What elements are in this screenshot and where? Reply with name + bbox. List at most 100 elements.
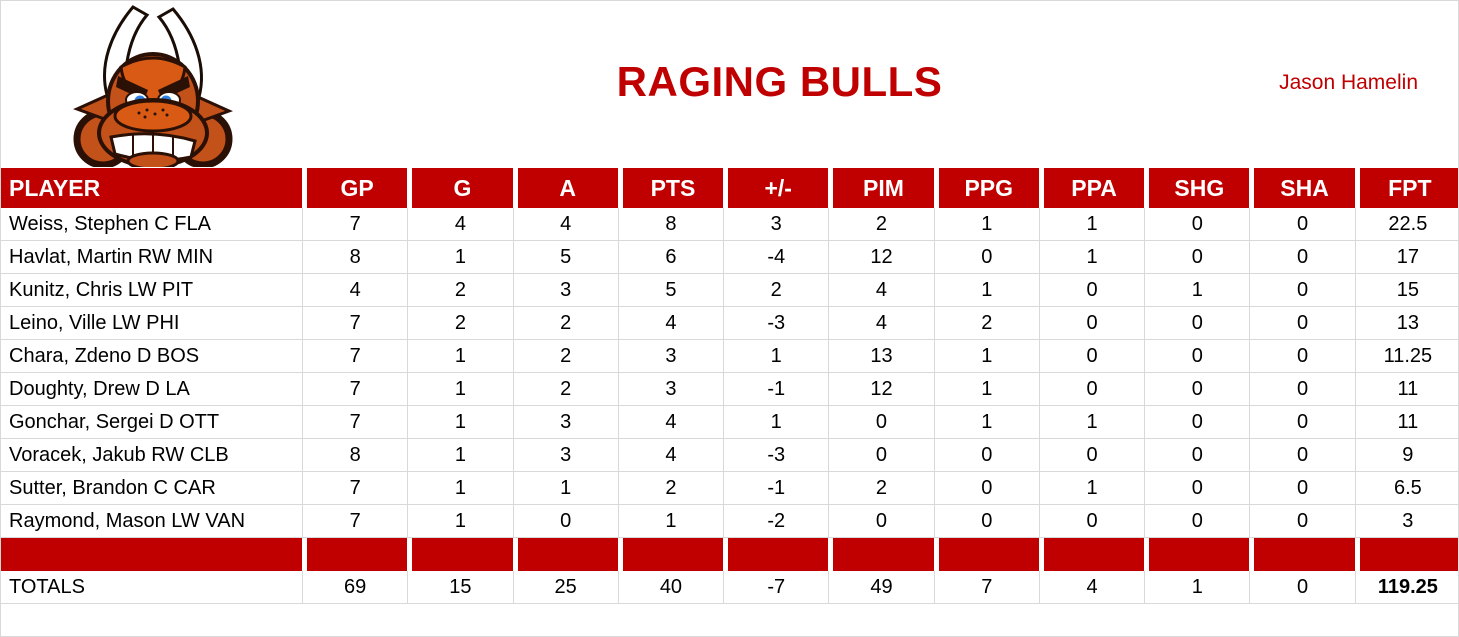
- stat-ppa: 0: [1038, 373, 1145, 406]
- stat-pim: 0: [828, 406, 934, 439]
- stat-gp: 7: [302, 505, 408, 538]
- column-header-player: PLAYER: [1, 168, 302, 208]
- table-row: Raymond, Mason LW VAN 7 1 0 1 -2 0 0 0 0 0 3: [1, 505, 1458, 538]
- stat-pim: 13: [828, 340, 934, 373]
- separator-cell: [1, 538, 302, 571]
- stat-sha: 0: [1249, 340, 1355, 373]
- column-header-shg: SHG: [1144, 168, 1250, 208]
- stat-shg: 0: [1144, 307, 1250, 340]
- stat-shg: 0: [1144, 208, 1250, 241]
- total-fpt: 119.25: [1354, 571, 1458, 604]
- table-row: Havlat, Martin RW MIN 8 1 5 6 -4 12 0 1 0 0 17: [1, 241, 1458, 274]
- stat-pim: 4: [828, 307, 934, 340]
- stat-shg: 0: [1144, 241, 1250, 274]
- stat-ppg: 1: [933, 373, 1039, 406]
- stat-sha: 0: [1249, 406, 1355, 439]
- stat-ppa: 1: [1038, 406, 1145, 439]
- stat-ppg: 0: [933, 505, 1039, 538]
- stat-plusminus: -2: [723, 505, 829, 538]
- stat-g: 1: [407, 472, 513, 505]
- column-header-gp: GP: [302, 168, 408, 208]
- column-header-g: G: [407, 168, 513, 208]
- total-a: 25: [512, 571, 618, 604]
- stat-a: 4: [512, 208, 618, 241]
- stat-g: 1: [407, 505, 513, 538]
- stat-pts: 3: [617, 373, 724, 406]
- stat-shg: 0: [1144, 340, 1250, 373]
- player-name: Havlat, Martin RW MIN: [1, 241, 302, 274]
- stats-table: PLAYER GP G A PTS +/- PIM PPG PPA SHG SHA FPT Weiss,…: [1, 168, 1458, 604]
- stat-pim: 0: [828, 439, 934, 472]
- stat-fpt: 17: [1354, 241, 1458, 274]
- table-row: Voracek, Jakub RW CLB 8 1 3 4 -3 0 0 0 0 0 9: [1, 439, 1458, 472]
- stat-pts: 8: [617, 208, 724, 241]
- stat-ppa: 1: [1038, 208, 1145, 241]
- separator-cell: [828, 538, 934, 571]
- stat-sha: 0: [1249, 439, 1355, 472]
- stat-shg: 0: [1144, 439, 1250, 472]
- stat-gp: 8: [302, 241, 408, 274]
- stat-pts: 5: [617, 274, 724, 307]
- stat-pim: 2: [828, 472, 934, 505]
- stat-plusminus: 1: [723, 340, 829, 373]
- stat-fpt: 11: [1354, 373, 1458, 406]
- stat-ppa: 0: [1038, 307, 1145, 340]
- table-header-row: PLAYER GP G A PTS +/- PIM PPG PPA SHG SHA FPT: [1, 168, 1458, 208]
- stat-a: 2: [512, 307, 618, 340]
- stat-ppg: 1: [933, 274, 1039, 307]
- stat-fpt: 3: [1354, 505, 1458, 538]
- separator-cell: [1354, 538, 1458, 571]
- player-name: Voracek, Jakub RW CLB: [1, 439, 302, 472]
- total-ppg: 7: [933, 571, 1039, 604]
- stat-plusminus: -1: [723, 472, 829, 505]
- separator-cell: [933, 538, 1039, 571]
- stat-ppg: 1: [933, 340, 1039, 373]
- stat-ppa: 1: [1038, 241, 1145, 274]
- column-header-pim: PIM: [828, 168, 934, 208]
- separator-cell: [1038, 538, 1145, 571]
- stat-pim: 4: [828, 274, 934, 307]
- separator-cell: [302, 538, 408, 571]
- separator-cell: [1144, 538, 1250, 571]
- column-header-ppa: PPA: [1038, 168, 1145, 208]
- column-header-a: A: [512, 168, 618, 208]
- stat-ppa: 1: [1038, 472, 1145, 505]
- total-pts: 40: [617, 571, 724, 604]
- player-name: Gonchar, Sergei D OTT: [1, 406, 302, 439]
- table-row: Chara, Zdeno D BOS 7 1 2 3 1 13 1 0 0 0 11.25: [1, 340, 1458, 373]
- stat-fpt: 11.25: [1354, 340, 1458, 373]
- stat-sha: 0: [1249, 241, 1355, 274]
- stat-plusminus: -3: [723, 307, 829, 340]
- stat-gp: 8: [302, 439, 408, 472]
- stat-gp: 4: [302, 274, 408, 307]
- stat-sha: 0: [1249, 274, 1355, 307]
- stat-ppg: 0: [933, 439, 1039, 472]
- stat-gp: 7: [302, 406, 408, 439]
- player-name: Leino, Ville LW PHI: [1, 307, 302, 340]
- stat-sha: 0: [1249, 472, 1355, 505]
- stat-g: 1: [407, 340, 513, 373]
- stat-sha: 0: [1249, 505, 1355, 538]
- stat-gp: 7: [302, 373, 408, 406]
- stat-fpt: 15: [1354, 274, 1458, 307]
- stat-shg: 1: [1144, 274, 1250, 307]
- stat-pim: 0: [828, 505, 934, 538]
- column-header-fpt: FPT: [1354, 168, 1458, 208]
- stat-fpt: 13: [1354, 307, 1458, 340]
- stat-pts: 6: [617, 241, 724, 274]
- total-g: 15: [407, 571, 513, 604]
- total-plusminus: -7: [723, 571, 829, 604]
- stat-shg: 0: [1144, 406, 1250, 439]
- stat-a: 3: [512, 274, 618, 307]
- stat-ppg: 0: [933, 472, 1039, 505]
- total-sha: 0: [1249, 571, 1355, 604]
- stat-gp: 7: [302, 307, 408, 340]
- stat-g: 1: [407, 373, 513, 406]
- stat-g: 1: [407, 439, 513, 472]
- separator-cell: [512, 538, 618, 571]
- stat-ppa: 0: [1038, 274, 1145, 307]
- stat-pim: 12: [828, 373, 934, 406]
- stat-plusminus: -4: [723, 241, 829, 274]
- stat-plusminus: -3: [723, 439, 829, 472]
- stat-a: 3: [512, 406, 618, 439]
